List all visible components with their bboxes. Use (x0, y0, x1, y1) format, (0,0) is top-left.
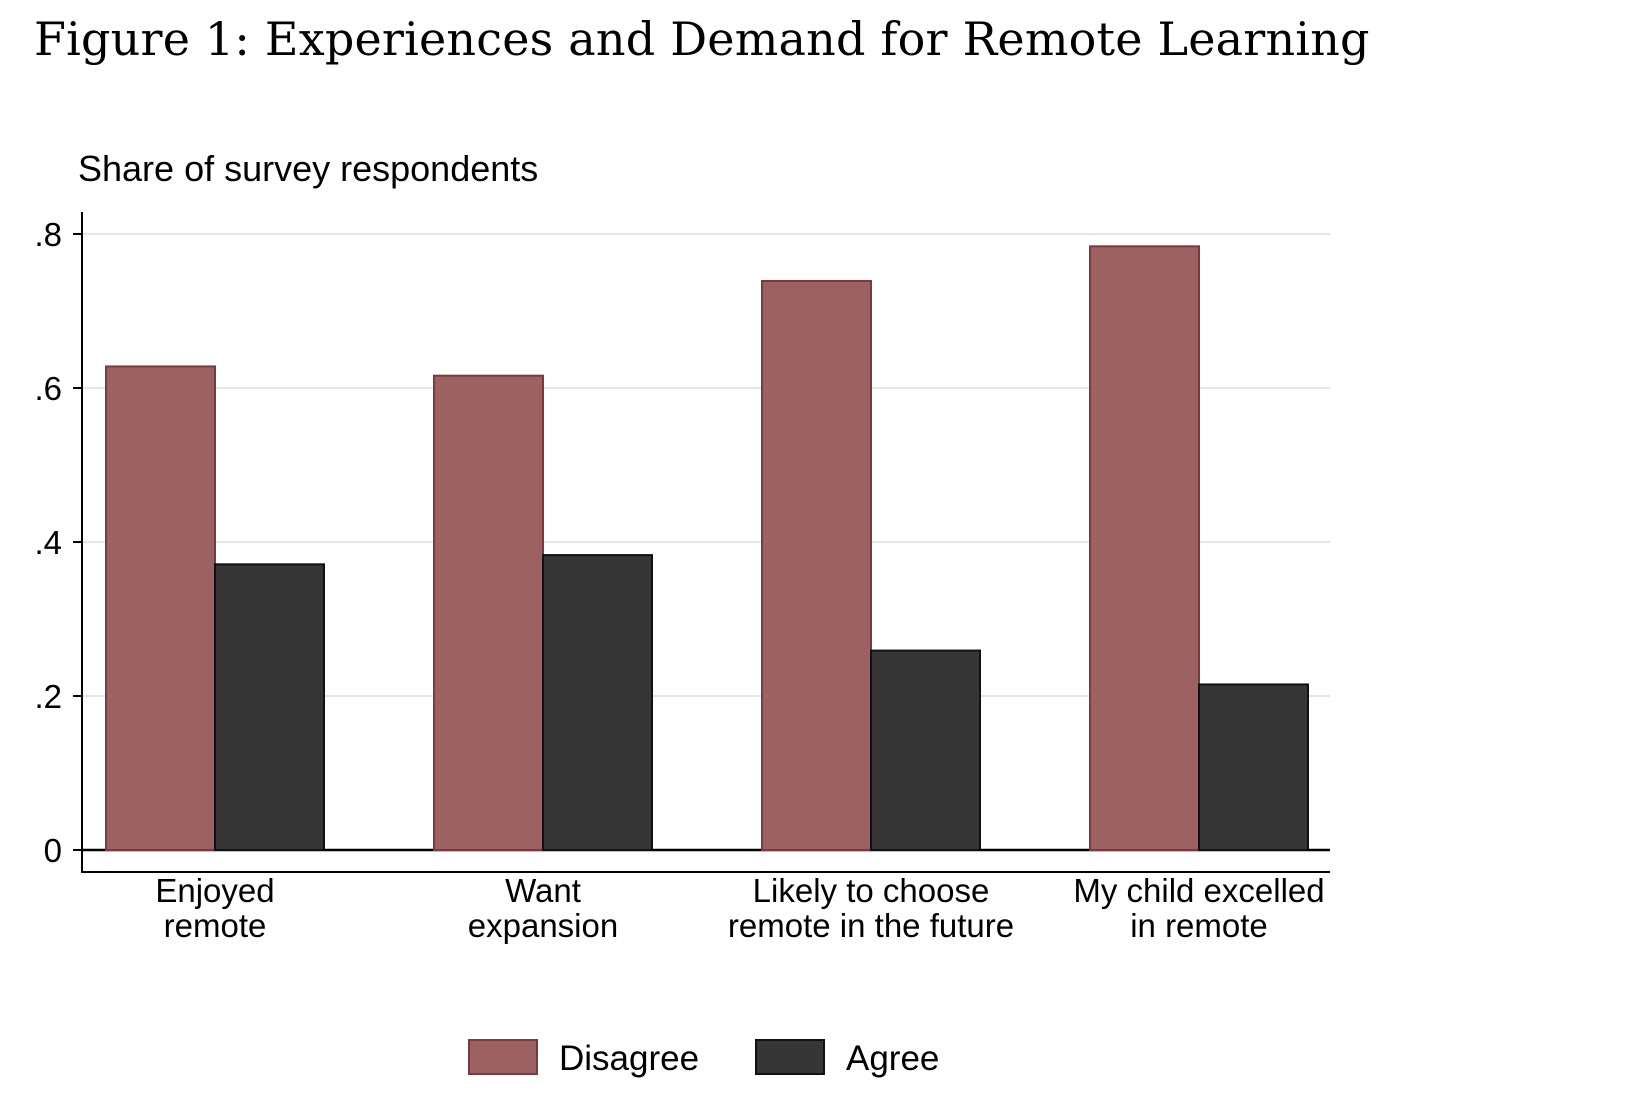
y-tick-label: 0 (44, 832, 62, 869)
bar-agree-4 (1198, 683, 1309, 852)
x-tick-label: remote (164, 907, 267, 944)
bar-agree-2 (542, 554, 653, 852)
legend-swatch-agree (755, 1039, 825, 1075)
legend-label-agree: Agree (846, 1039, 939, 1078)
x-tick-label: in remote (1130, 907, 1268, 944)
bar-disagree-4 (1089, 245, 1200, 851)
y-tick-label: .8 (34, 216, 62, 253)
x-tick-label: expansion (468, 907, 618, 944)
bar-disagree-2 (433, 374, 544, 851)
bar-disagree-3 (761, 279, 872, 852)
figure-title: Figure 1: Experiences and Demand for Rem… (34, 12, 1370, 66)
legend: Disagree Agree (468, 1039, 939, 1078)
bar-disagree-1 (105, 365, 216, 851)
axis-labels: Share of survey respondents 0 .2 .4 .6 .8 Enjo… (34, 148, 1324, 944)
legend-swatch-disagree (468, 1039, 538, 1075)
y-tick-label: .4 (34, 524, 62, 561)
legend-label-disagree: Disagree (559, 1039, 699, 1078)
bar-agree-3 (870, 649, 981, 851)
y-axis-title: Share of survey respondents (78, 148, 538, 189)
x-tick-label: remote in the future (728, 907, 1014, 944)
x-tick-label: Want (505, 872, 581, 909)
x-tick-label: Enjoyed (155, 872, 274, 909)
x-tick-label: Likely to choose (753, 872, 990, 909)
y-tick-label: .2 (34, 678, 62, 715)
bar-agree-1 (214, 563, 325, 852)
x-tick-label: My child excelled (1073, 872, 1324, 909)
bars (105, 245, 1309, 852)
y-tick-label: .6 (34, 370, 62, 407)
